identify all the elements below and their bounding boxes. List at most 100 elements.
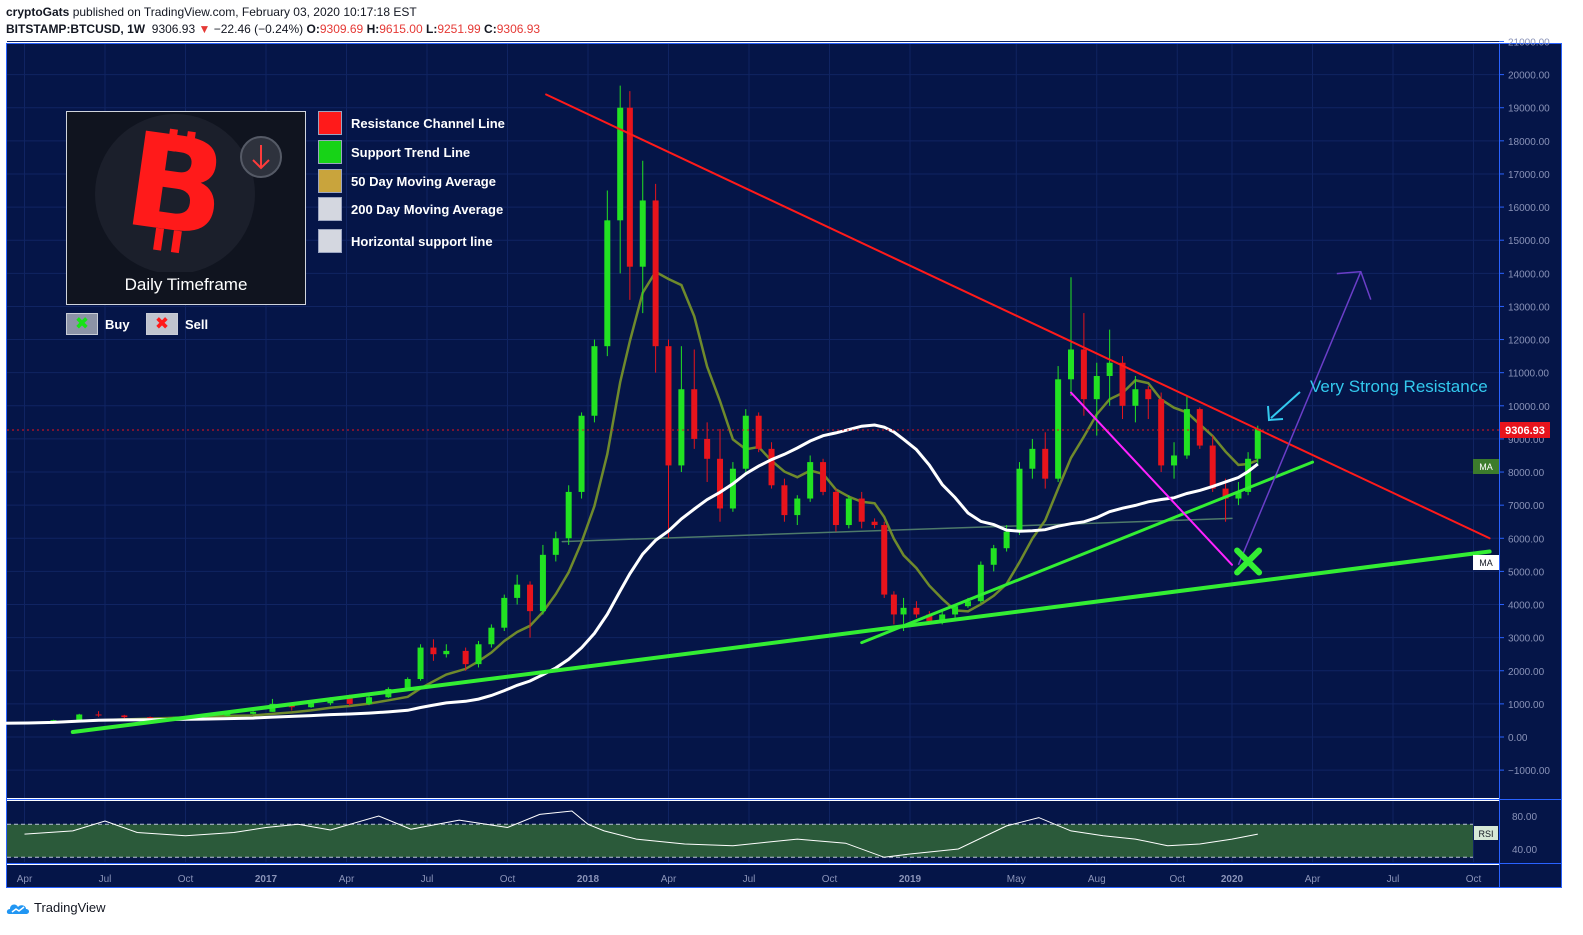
time-tick-label: 2019 <box>899 874 922 885</box>
candle-down <box>652 200 659 347</box>
annotation-arrow <box>1267 391 1301 422</box>
frame <box>6 43 1562 888</box>
candle-down <box>147 717 154 719</box>
candle-up <box>952 606 959 615</box>
candle-up <box>1254 428 1261 459</box>
candle-up <box>742 415 749 469</box>
time-tick-label: Apr <box>17 874 33 885</box>
horizontal-support-line <box>561 517 1233 543</box>
publish-info: cryptoGats published on TradingView.com,… <box>6 5 417 19</box>
price-tick-label: 3000.00 <box>1508 634 1545 645</box>
candle-up <box>565 491 572 539</box>
price-tick-label: 14000.00 <box>1508 269 1550 280</box>
time-tick-label: Jul <box>743 874 756 885</box>
author-name[interactable]: cryptoGats <box>6 5 70 19</box>
rsi-tick-label: 80.00 <box>1512 812 1537 823</box>
last-price-tag <box>1500 422 1550 438</box>
buy-key: ✖ Buy <box>66 313 130 335</box>
candle-up <box>1132 389 1139 406</box>
rsi-indicator: 80.00 40.00 RSI <box>7 810 1537 858</box>
ma50-line <box>0 270 1259 725</box>
candle-down <box>832 491 839 526</box>
low-label: L: <box>425 22 438 36</box>
candle-up <box>539 554 546 612</box>
candle-up <box>1106 362 1113 376</box>
candle-up <box>604 220 611 347</box>
change-arrow: ▼ <box>198 22 211 36</box>
price-tick-label: 5000.00 <box>1508 567 1545 578</box>
last-price-tag-label: 9306.93 <box>1505 425 1545 437</box>
candle-up <box>794 498 801 516</box>
candle-down <box>1042 448 1049 479</box>
candle-down <box>1145 389 1152 400</box>
time-tick-label: 2020 <box>1221 874 1244 885</box>
candle-up <box>1171 455 1178 466</box>
sell-x-icon: ✖ <box>146 313 178 335</box>
candle-down <box>913 607 920 615</box>
time-tick-label: Jul <box>99 874 112 885</box>
ma200-tag-label: MA <box>1479 558 1493 568</box>
candle-up <box>404 679 411 689</box>
tradingview-brand[interactable]: TradingView <box>34 900 106 915</box>
price-tick-label: 8000.00 <box>1508 468 1545 479</box>
candle-up <box>807 462 814 499</box>
bitcoin-icon: B <box>95 103 282 274</box>
candle-down <box>462 650 469 665</box>
rsi-tick-label: 40.00 <box>1512 845 1537 856</box>
price-axis: 21000.00 20000.00 19000.00 18000.00 17000.00… <box>1499 37 1550 777</box>
candle-up <box>514 584 521 598</box>
price-tick-label: −1000.00 <box>1508 766 1550 777</box>
candle-down <box>820 462 827 492</box>
time-tick-label: Oct <box>1169 874 1185 885</box>
tradingview-cloud-icon <box>6 904 30 914</box>
candle-up <box>591 346 598 416</box>
candle-up <box>488 627 495 645</box>
time-tick-label: Aug <box>1088 874 1106 885</box>
legend-label: Support Trend Line <box>351 144 471 160</box>
candle-down <box>527 584 534 612</box>
sell-label: Sell <box>185 316 209 332</box>
projection-line <box>1237 271 1362 566</box>
candle-down <box>717 458 724 509</box>
rsi-tag <box>1474 826 1498 840</box>
price-tick-label: 11000.00 <box>1508 369 1549 380</box>
buy-x-icon: ✖ <box>66 313 98 335</box>
candle-down <box>346 697 353 704</box>
candle-down <box>1158 399 1165 466</box>
price-change: −22.46 (−0.24%) <box>213 22 304 36</box>
published-text: published on TradingView.com, February 0… <box>72 5 417 19</box>
candle-up <box>1003 531 1010 549</box>
legend-swatch-white <box>318 229 342 253</box>
candle-up <box>224 713 231 716</box>
candle-up <box>552 538 559 555</box>
legend-swatch-green <box>318 140 342 164</box>
close-value: 9306.93 <box>496 22 541 36</box>
price-tick-label: 20000.00 <box>1508 71 1550 82</box>
candle-up <box>1245 458 1252 492</box>
time-tick-label: Oct <box>500 874 516 885</box>
time-tick-label: Jul <box>1387 874 1400 885</box>
resistance-line <box>545 93 1491 540</box>
high-value: 9615.00 <box>379 22 423 36</box>
symbol-info: BITSTAMP:BTCUSD, 1W 9306.93 ▼ −22.46 (−0… <box>6 22 540 36</box>
time-tick-label: Oct <box>178 874 194 885</box>
last-price: 9306.93 <box>151 22 196 36</box>
high-label: H: <box>366 22 380 36</box>
buy-label: Buy <box>105 316 130 332</box>
legend-item-support: Support Trend Line <box>318 139 470 165</box>
candle-up <box>1055 379 1062 479</box>
candle-up <box>900 607 907 615</box>
candle-up <box>1093 375 1100 400</box>
candle-up <box>501 597 508 628</box>
price-tick-label: 18000.00 <box>1508 137 1550 148</box>
candle-up <box>678 389 685 466</box>
price-tick-label: 13000.00 <box>1508 302 1550 313</box>
price-tick-label: 9000.00 <box>1508 435 1545 446</box>
ma200-line <box>0 423 1259 725</box>
legend-label: 200 Day Moving Average <box>351 201 504 217</box>
candle-up <box>990 548 997 565</box>
time-tick-label: Apr <box>1305 874 1321 885</box>
candle-up <box>443 650 450 655</box>
candle-up <box>578 415 585 492</box>
